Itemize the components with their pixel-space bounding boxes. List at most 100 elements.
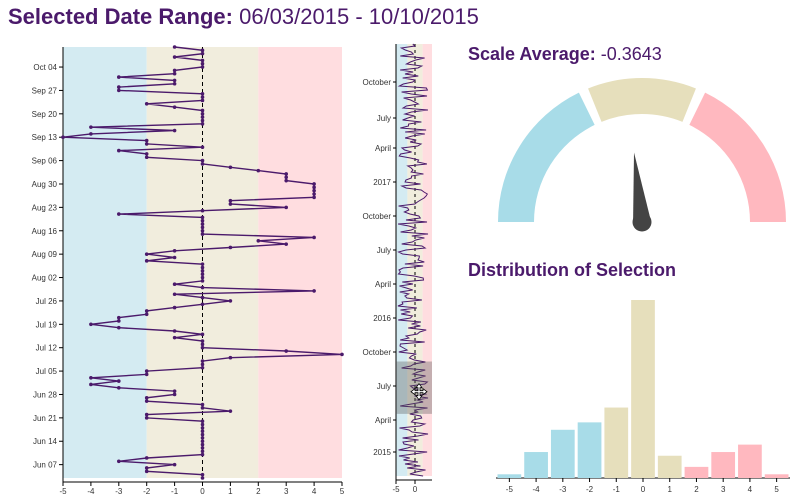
data-point	[145, 369, 149, 373]
data-point	[284, 206, 288, 210]
data-point	[201, 122, 205, 126]
hist-tick-label: 1	[668, 485, 673, 494]
data-point	[89, 323, 93, 327]
data-point	[201, 476, 205, 480]
data-point	[229, 299, 233, 303]
y-tick-label: October	[363, 348, 392, 357]
y-tick-label: 2015	[373, 448, 391, 457]
scale-average-label: Scale Average:	[468, 44, 596, 64]
y-tick-label: July	[377, 114, 391, 123]
data-point	[201, 226, 205, 230]
hist-tick-label: 2	[694, 485, 699, 494]
data-point	[201, 222, 205, 226]
data-point	[117, 75, 121, 79]
data-point	[201, 162, 205, 166]
data-point	[173, 45, 177, 49]
data-point	[117, 379, 121, 383]
data-point	[145, 259, 149, 263]
data-point	[201, 262, 205, 266]
data-point	[312, 192, 316, 196]
hist-bar-0	[631, 300, 655, 478]
y-tick-label: April	[375, 416, 391, 425]
data-point	[201, 99, 205, 103]
data-point	[201, 59, 205, 63]
y-tick-label: October	[363, 212, 392, 221]
gauge-needle-hub	[633, 213, 652, 232]
data-point	[229, 199, 233, 203]
brush-selection[interactable]	[396, 362, 432, 414]
data-point	[173, 105, 177, 109]
data-point	[201, 406, 205, 410]
data-point	[173, 282, 177, 286]
x-tick-label: 2	[256, 487, 261, 496]
data-point	[201, 49, 205, 53]
y-tick-label: October	[363, 78, 392, 87]
data-point	[145, 252, 149, 256]
data-point	[229, 409, 233, 413]
y-tick-label: Aug 16	[32, 227, 58, 236]
hist-tick-label: -3	[559, 485, 567, 494]
data-point	[117, 319, 121, 323]
x-tick-label: -2	[143, 487, 151, 496]
distribution-title: Distribution of Selection	[468, 260, 676, 281]
data-point	[201, 232, 205, 236]
hist-bar--4	[524, 452, 548, 478]
hist-tick-label: 0	[641, 485, 646, 494]
data-point	[145, 470, 149, 474]
data-point	[312, 189, 316, 193]
data-point	[201, 216, 205, 220]
y-tick-label: Aug 30	[32, 180, 58, 189]
y-tick-label: Jul 12	[36, 344, 58, 353]
y-tick-label: Jun 14	[33, 437, 58, 446]
x-tick-label: -5	[59, 487, 67, 496]
scale-average-value: -0.3643	[601, 44, 662, 64]
y-tick-label: Jun 28	[33, 390, 58, 399]
hist-tick-label: 4	[748, 485, 753, 494]
data-point	[117, 149, 121, 153]
x-tick-label: 5	[340, 487, 345, 496]
data-point	[201, 119, 205, 123]
gauge-segment-positive	[689, 93, 786, 222]
hist-bar-3	[711, 452, 735, 478]
x-tick-label: 3	[284, 487, 289, 496]
data-point	[173, 463, 177, 467]
data-point	[117, 85, 121, 89]
y-tick-label: July	[377, 246, 391, 255]
data-point	[201, 159, 205, 163]
data-point	[173, 389, 177, 393]
data-point	[201, 419, 205, 423]
data-point	[201, 272, 205, 276]
data-point	[201, 92, 205, 96]
data-point	[284, 179, 288, 183]
data-point	[173, 292, 177, 296]
hist-bar--3	[551, 430, 575, 478]
data-point	[340, 353, 344, 357]
data-point	[201, 65, 205, 69]
data-point	[201, 436, 205, 440]
data-point	[117, 459, 121, 463]
data-point	[229, 356, 233, 360]
data-point	[257, 169, 261, 173]
data-point	[201, 443, 205, 447]
data-point	[229, 165, 233, 169]
data-point	[201, 439, 205, 443]
data-point	[201, 343, 205, 347]
hist-bar-4	[738, 445, 762, 478]
data-point	[145, 139, 149, 143]
y-tick-label: Jul 26	[36, 297, 58, 306]
band-blue	[63, 47, 147, 478]
data-point	[312, 186, 316, 190]
data-point	[61, 135, 65, 139]
data-point	[201, 473, 205, 477]
data-point	[257, 239, 261, 243]
data-point	[312, 289, 316, 293]
y-tick-label: Jun 21	[33, 414, 58, 423]
data-point	[173, 336, 177, 340]
data-point	[201, 423, 205, 427]
date-range-label: Selected Date Range:	[8, 4, 233, 29]
data-point	[145, 102, 149, 106]
y-tick-label: Sep 27	[32, 86, 58, 95]
data-point	[201, 269, 205, 273]
overview-brush-chart[interactable]: OctoberJulyApril2017OctoberJulyApril2016…	[352, 30, 432, 500]
